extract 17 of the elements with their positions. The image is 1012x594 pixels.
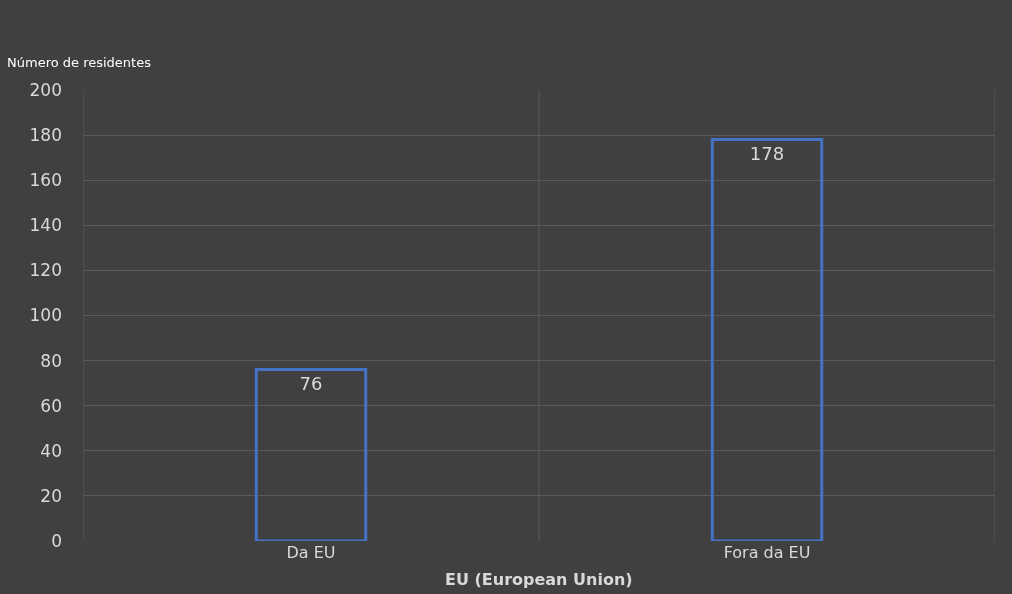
y-tick-label: 180 [29,125,62,146]
x-axis-title: EU (European Union) [445,570,633,589]
y-tick-label: 40 [40,440,62,461]
y-tick-label: 20 [40,485,62,506]
y-tick-label: 60 [40,395,62,416]
y-tick-label: 0 [51,530,62,551]
y-tick-label: 80 [40,350,62,371]
y-axis-title: Número de residentes [7,55,152,70]
y-tick-label: 200 [29,79,62,100]
data-label: 76 [299,372,323,394]
data-label: 178 [749,142,785,164]
y-tick-label: 140 [29,215,62,236]
y-tick-label: 100 [29,305,62,326]
y-tick-label: 120 [29,260,62,281]
x-tick-label: Da EU [286,543,336,562]
y-tick-label: 160 [29,170,62,191]
x-tick-label: Fora da EU [723,543,811,562]
